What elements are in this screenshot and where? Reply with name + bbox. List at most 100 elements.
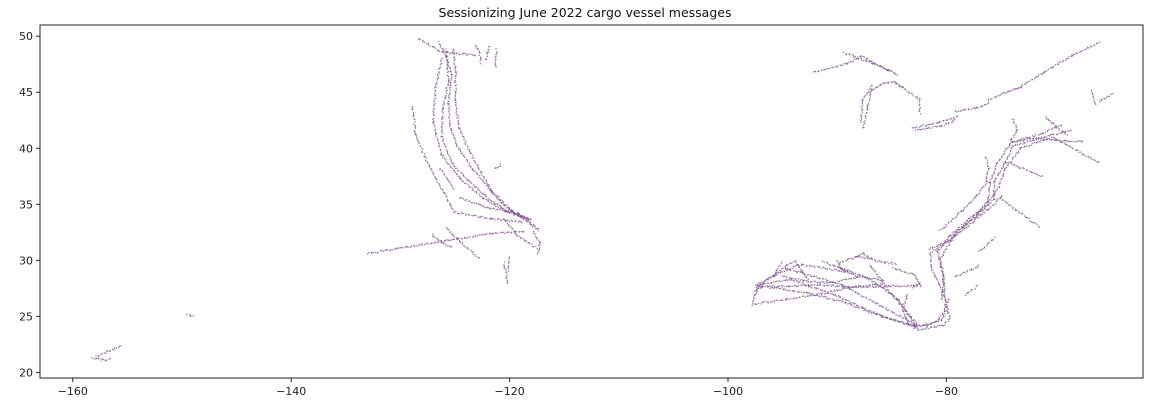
data-point [776, 269, 778, 271]
data-point [483, 206, 486, 209]
data-point [504, 267, 506, 270]
data-point [815, 286, 817, 289]
data-point [813, 286, 816, 289]
data-point [1004, 200, 1006, 203]
data-point [854, 291, 856, 294]
data-point [876, 63, 878, 66]
data-point [495, 55, 497, 58]
data-point [817, 70, 820, 72]
data-point [421, 151, 424, 154]
data-point [982, 185, 985, 188]
data-point [789, 297, 792, 300]
data-point [1063, 139, 1065, 141]
data-point [1001, 155, 1004, 157]
data-point [865, 255, 868, 257]
data-point [1091, 158, 1093, 161]
data-point [795, 262, 797, 264]
data-point [399, 246, 401, 249]
data-point [882, 314, 884, 317]
data-point [868, 311, 870, 314]
data-point [809, 285, 812, 288]
data-point [434, 83, 437, 86]
data-point [897, 314, 899, 317]
data-point [474, 191, 476, 193]
data-point [941, 255, 943, 258]
data-point [866, 57, 869, 60]
data-point [1068, 56, 1070, 58]
data-point [1029, 220, 1031, 222]
data-point [853, 302, 855, 305]
data-point [919, 284, 922, 287]
data-point [834, 281, 837, 284]
data-point [447, 61, 449, 64]
data-point [802, 291, 805, 294]
data-point [811, 280, 813, 283]
data-point [1097, 161, 1100, 163]
data-point [475, 214, 477, 217]
data-point [489, 232, 492, 235]
data-point [930, 263, 932, 266]
data-point [438, 182, 440, 185]
data-point [1019, 140, 1022, 142]
data-point [894, 318, 896, 321]
data-point [832, 298, 834, 301]
data-point [913, 127, 915, 129]
data-point [902, 303, 905, 305]
data-point [972, 107, 974, 109]
data-point [1015, 130, 1017, 133]
data-point [1064, 143, 1066, 146]
data-point [848, 269, 850, 271]
data-point [897, 319, 899, 322]
data-point [452, 162, 455, 165]
data-point [454, 167, 457, 169]
data-point [448, 93, 451, 96]
data-point [438, 72, 440, 74]
data-point [973, 220, 975, 223]
data-point [976, 284, 979, 287]
data-point [487, 198, 489, 200]
data-point [835, 295, 838, 297]
data-point [887, 285, 890, 287]
data-point [943, 310, 946, 312]
data-point [910, 323, 913, 325]
data-point [985, 157, 987, 160]
data-point [943, 293, 946, 295]
data-point [443, 240, 445, 242]
data-point [439, 185, 441, 187]
data-point [988, 187, 990, 190]
data-point [811, 284, 814, 286]
data-point [863, 96, 865, 98]
data-point [828, 281, 830, 283]
data-point [994, 181, 996, 183]
data-point [1006, 147, 1009, 149]
data-point [790, 279, 793, 281]
data-point [880, 314, 883, 317]
data-point [1028, 80, 1031, 82]
data-point [495, 232, 497, 234]
data-point [959, 230, 961, 233]
data-point [792, 298, 794, 300]
data-point [930, 258, 932, 261]
data-point [974, 195, 977, 198]
data-point [885, 286, 887, 288]
x-axis: −160 −140 −120 −100 −80 [58, 378, 958, 398]
data-point [432, 110, 434, 112]
data-point [980, 209, 982, 211]
data-point [536, 237, 538, 240]
data-point [478, 233, 481, 236]
data-point [999, 181, 1001, 183]
data-point [965, 206, 968, 208]
data-point [795, 278, 797, 280]
data-point [935, 320, 937, 323]
data-point [764, 301, 766, 303]
data-point [899, 285, 901, 288]
data-point [417, 38, 420, 40]
data-point [444, 98, 446, 100]
data-point [994, 165, 997, 167]
data-point [494, 232, 496, 234]
data-point [944, 300, 947, 302]
data-point [911, 126, 914, 129]
data-point [835, 269, 838, 271]
data-point [493, 194, 496, 197]
data-point [844, 298, 846, 301]
